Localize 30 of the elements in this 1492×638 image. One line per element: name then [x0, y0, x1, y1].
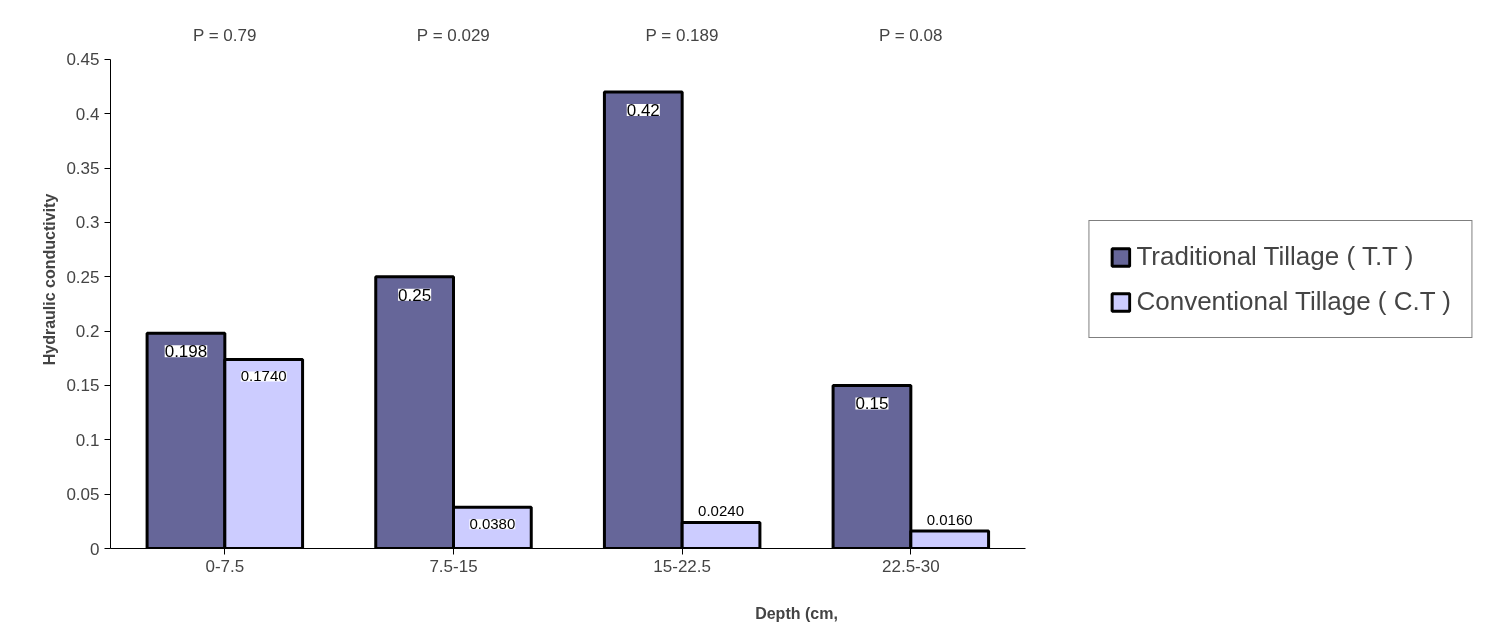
legend-label: Conventional Tillage ( C.T ) — [1136, 286, 1451, 317]
text: P = 0.79 — [192, 26, 257, 46]
text: P = 0.189 — [645, 26, 719, 46]
x-axis-title: Depth (cm, — [755, 604, 838, 622]
data-label: 0.15 — [855, 394, 889, 414]
data-label: 0.42 — [626, 101, 660, 121]
data-label: 0.198 — [164, 342, 208, 362]
text: P = 0.08 — [878, 26, 943, 46]
x-tick-label: 0-7.5 — [205, 556, 245, 576]
text: P = 0.029 — [416, 26, 490, 46]
y-tick-label: 0.2 — [75, 322, 100, 342]
legend-label: Traditional Tillage ( T.T ) — [1136, 241, 1414, 272]
y-axis-title: Hydraulic conductivity — [41, 193, 59, 366]
y-tick-label: 0.35 — [66, 159, 100, 179]
x-tick-label: 7.5-15 — [429, 556, 478, 576]
x-tick-label: 22.5-30 — [882, 556, 940, 576]
y-tick-label: 0 — [90, 539, 100, 559]
y-tick-label: 0.25 — [66, 267, 100, 287]
data-label: 0.1740 — [240, 367, 287, 385]
y-tick-label: 0.4 — [75, 104, 100, 124]
y-tick-label: 0.45 — [66, 50, 100, 70]
y-tick-label: 0.05 — [66, 485, 100, 505]
data-label: 0.0380 — [469, 515, 516, 533]
x-tick-label: 15-22.5 — [653, 556, 712, 576]
data-label: 0.0160 — [926, 511, 973, 529]
y-tick-label: 0.15 — [66, 376, 100, 396]
data-label: 0.25 — [398, 285, 432, 305]
y-tick-label: 0.3 — [75, 213, 100, 233]
data-label: 0.0240 — [698, 502, 744, 520]
y-tick-label: 0.1 — [75, 430, 100, 450]
